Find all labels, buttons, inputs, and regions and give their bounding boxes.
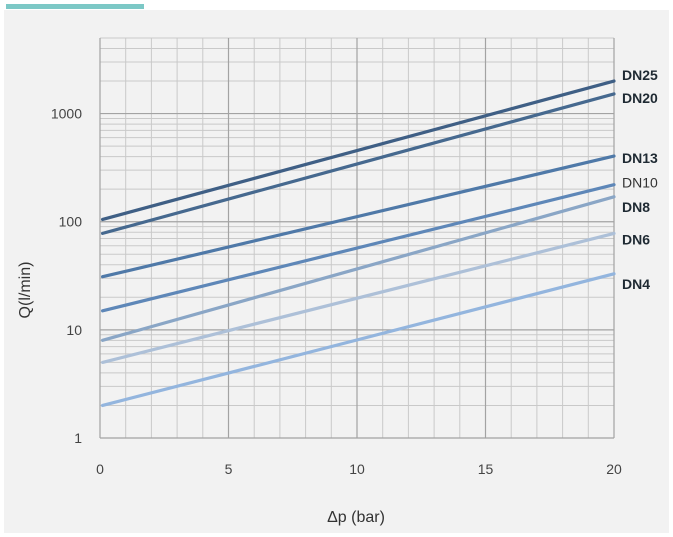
series-line-dn4 bbox=[100, 272, 616, 408]
series-label-dn13: DN13 bbox=[622, 150, 658, 166]
series-line-dn10 bbox=[100, 183, 616, 313]
series-line-dn25 bbox=[100, 79, 616, 222]
chart-svg: DN25 DN20 DN13 DN10 DN8 DN6 DN4 0 5 10 15 20 1 10 10… bbox=[17, 37, 658, 526]
series-labels: DN25 DN20 DN13 DN10 DN8 DN6 DN4 bbox=[622, 67, 658, 292]
x-axis-title: Δp (bar) bbox=[327, 509, 385, 526]
y-axis-title: Q(l/min) bbox=[17, 262, 34, 319]
series-label-dn25: DN25 bbox=[622, 67, 658, 83]
series-label-dn8: DN8 bbox=[622, 199, 650, 215]
x-tick-label: 10 bbox=[349, 461, 365, 477]
x-tick-label: 5 bbox=[225, 461, 233, 477]
series-label-dn6: DN6 bbox=[622, 231, 650, 247]
chart-panel: DN25 DN20 DN13 DN10 DN8 DN6 DN4 0 5 10 15 20 1 10 10… bbox=[4, 10, 669, 533]
x-axis-ticks: 0 5 10 15 20 bbox=[96, 461, 622, 477]
x-tick-label: 20 bbox=[606, 461, 622, 477]
y-tick-label: 100 bbox=[59, 214, 83, 230]
series-label-dn20: DN20 bbox=[622, 90, 658, 106]
series-lines bbox=[100, 79, 616, 408]
grid-major bbox=[99, 38, 615, 439]
y-tick-label: 1 bbox=[74, 430, 82, 446]
series-label-dn10: DN10 bbox=[622, 175, 658, 191]
series-line-dn20 bbox=[100, 92, 616, 235]
series-line-dn8 bbox=[100, 195, 616, 342]
x-tick-label: 0 bbox=[96, 461, 104, 477]
series-line-dn13 bbox=[100, 154, 616, 279]
y-axis-ticks: 1 10 100 1000 bbox=[51, 106, 82, 446]
y-tick-label: 1000 bbox=[51, 106, 82, 122]
y-tick-label: 10 bbox=[66, 322, 82, 338]
top-accent-bar bbox=[6, 4, 144, 9]
series-label-dn4: DN4 bbox=[622, 276, 650, 292]
series-line-dn6 bbox=[100, 231, 616, 365]
x-tick-label: 15 bbox=[478, 461, 494, 477]
